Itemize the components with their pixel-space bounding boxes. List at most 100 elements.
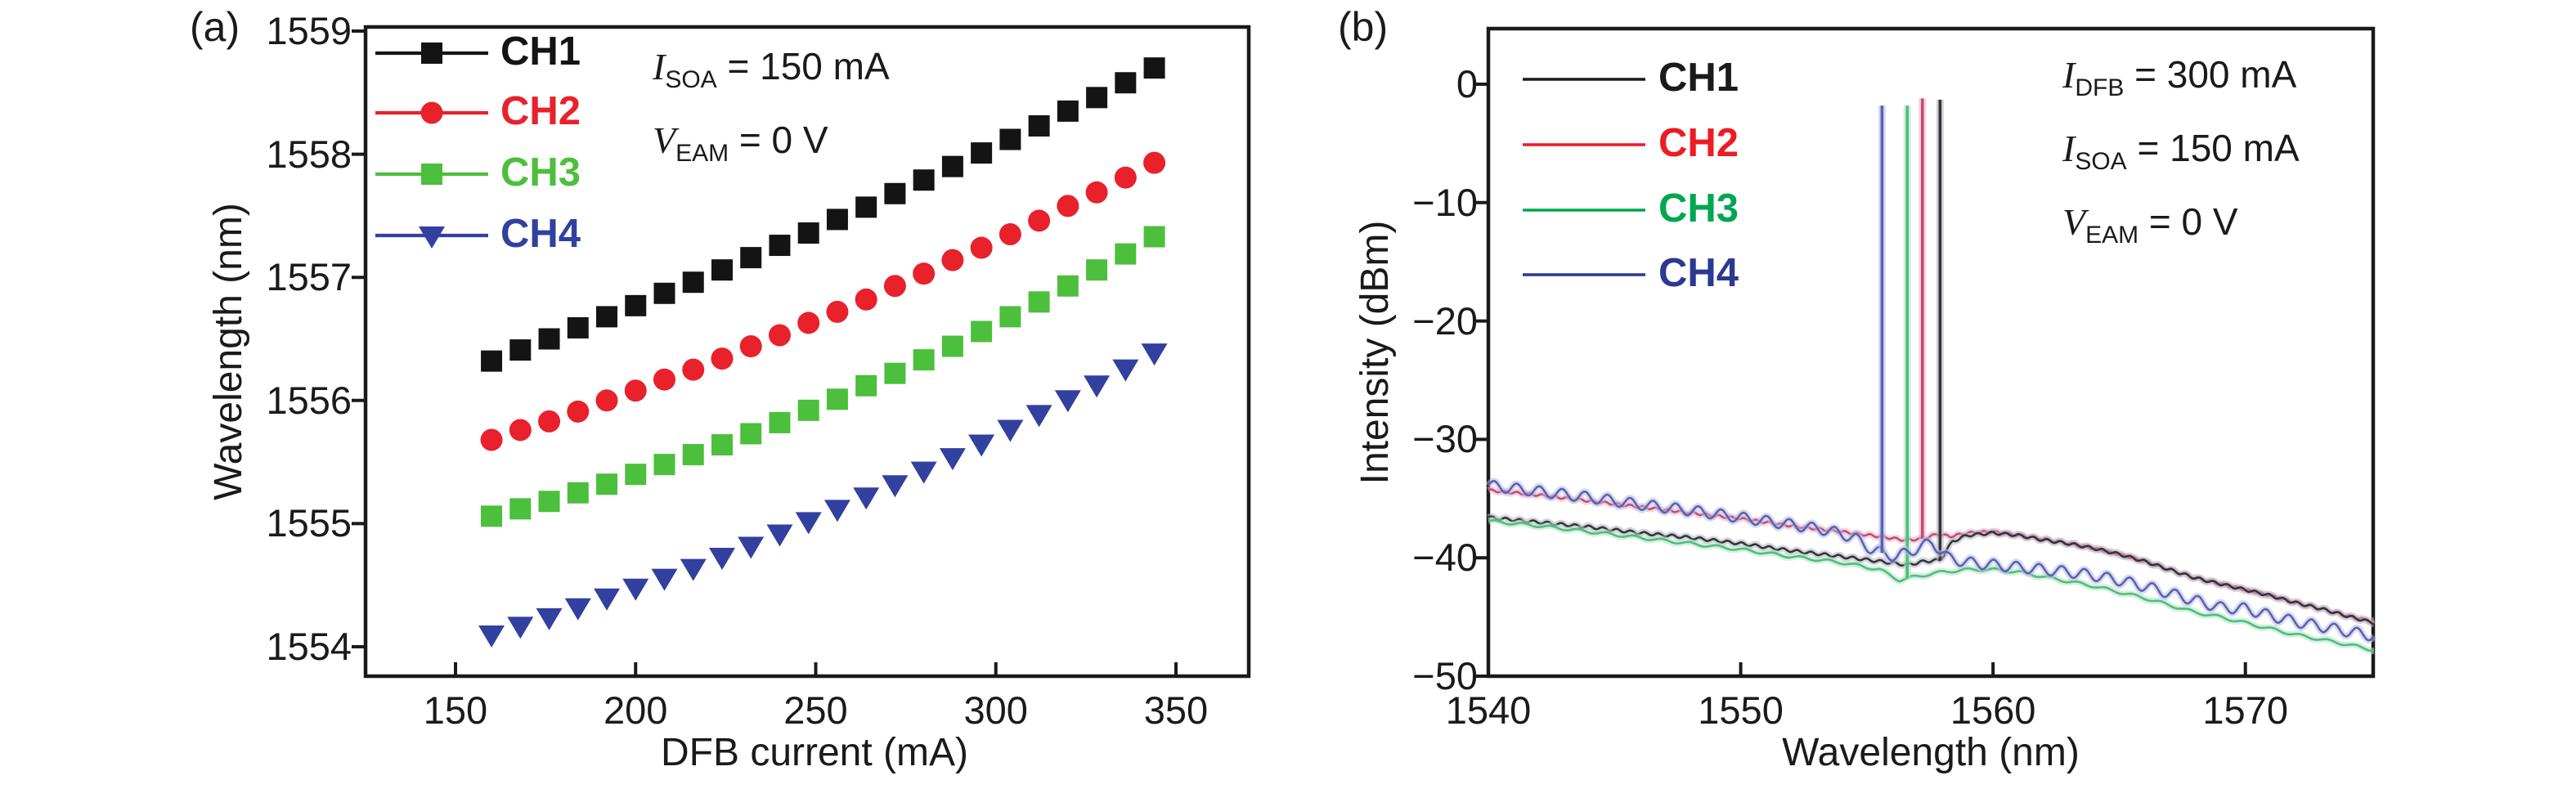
data-point-ch2 xyxy=(567,400,590,423)
y-tick-label-b: −40 xyxy=(1412,536,1478,580)
annotation-part: I xyxy=(653,46,666,87)
data-point-ch4 xyxy=(997,419,1024,442)
annotation-a-veam: VEAM = 0 V xyxy=(653,119,828,174)
annotation-part: DFB xyxy=(2075,74,2125,102)
legend-marker-ch4 xyxy=(419,226,445,249)
legend-item-b-ch3: CH3 xyxy=(1658,186,1739,231)
legend-item-ch2: CH2 xyxy=(500,89,581,133)
data-point-ch2 xyxy=(1114,166,1137,189)
data-point-ch2 xyxy=(999,222,1021,245)
data-point-ch3 xyxy=(481,505,503,527)
data-point-ch2 xyxy=(595,389,618,412)
data-point-ch2 xyxy=(941,249,964,271)
data-point-ch1 xyxy=(971,142,993,164)
data-point-ch2 xyxy=(1057,195,1079,217)
data-point-ch1 xyxy=(509,339,532,361)
annotation-part: = 150 mA xyxy=(2126,127,2300,169)
data-point-ch1 xyxy=(740,247,762,269)
data-point-ch4 xyxy=(536,607,563,630)
x-tick-label-b: 1550 xyxy=(1698,688,1784,732)
data-point-ch3 xyxy=(1143,226,1165,248)
legend-item-ch1: CH1 xyxy=(500,29,581,74)
annotation-part: EAM xyxy=(675,140,729,168)
data-point-ch3 xyxy=(1115,243,1137,265)
y-tick-label-a: 1559 xyxy=(266,9,352,52)
data-point-ch3 xyxy=(971,321,993,343)
annotation-a-isoa: ISOA = 150 mA xyxy=(653,46,890,101)
data-point-ch1 xyxy=(567,316,589,338)
x-tick-label-a: 250 xyxy=(783,688,848,732)
data-point-ch4 xyxy=(708,548,735,571)
data-point-ch3 xyxy=(625,464,647,486)
data-point-ch3 xyxy=(509,498,532,520)
data-point-ch3 xyxy=(653,454,675,476)
data-point-ch2 xyxy=(624,379,647,402)
x-tick-label-a: 300 xyxy=(963,688,1028,732)
data-point-ch4 xyxy=(594,588,621,611)
legend-item-b-ch4: CH4 xyxy=(1658,251,1739,295)
annotation-part: = 0 V xyxy=(729,119,828,161)
y-tick-label-a: 1556 xyxy=(266,378,352,422)
data-point-ch3 xyxy=(913,349,935,371)
data-point-ch1 xyxy=(941,155,963,177)
x-tick-label-a: 150 xyxy=(423,688,488,732)
data-point-ch3 xyxy=(740,423,762,445)
data-point-ch2 xyxy=(913,262,936,285)
data-point-ch4 xyxy=(939,448,966,471)
data-point-ch1 xyxy=(1086,87,1108,109)
data-point-ch1 xyxy=(769,235,791,257)
y-axis-title-b: Intensity (dBm) xyxy=(1353,220,1397,485)
legend-marker-ch3 xyxy=(421,164,442,185)
legend-item-ch4: CH4 xyxy=(500,212,581,256)
data-point-ch1 xyxy=(826,208,848,231)
data-point-ch2 xyxy=(1085,181,1108,204)
data-point-ch3 xyxy=(826,388,848,410)
data-point-ch3 xyxy=(855,374,877,397)
data-point-ch2 xyxy=(855,288,877,311)
data-point-ch2 xyxy=(653,368,675,391)
data-point-ch1 xyxy=(913,169,935,191)
annotation-part: V xyxy=(2062,201,2086,243)
y-tick-label-b: −30 xyxy=(1412,417,1478,461)
annotation-part: = 300 mA xyxy=(2124,53,2297,96)
data-point-ch3 xyxy=(941,335,963,357)
data-point-ch3 xyxy=(1086,259,1108,281)
data-point-ch4 xyxy=(795,512,822,535)
data-point-ch4 xyxy=(853,487,880,510)
data-point-ch1 xyxy=(682,271,704,294)
data-point-ch2 xyxy=(768,324,791,347)
data-point-ch1 xyxy=(596,306,618,328)
data-point-ch3 xyxy=(797,399,819,421)
data-point-ch1 xyxy=(538,328,560,350)
annotation-part: I xyxy=(2062,128,2076,169)
data-point-ch1 xyxy=(884,182,906,204)
annotation-b-veam: VEAM = 0 V xyxy=(2062,201,2238,256)
data-point-ch4 xyxy=(766,524,793,547)
data-point-ch2 xyxy=(480,428,503,451)
annotation-part: SOA xyxy=(2075,148,2127,176)
y-tick-label-b: −20 xyxy=(1412,298,1478,343)
legend-marker-ch2 xyxy=(420,101,443,124)
y-tick-label-b: −50 xyxy=(1412,654,1478,697)
data-point-ch2 xyxy=(970,236,993,259)
data-point-ch4 xyxy=(680,558,707,581)
data-point-ch4 xyxy=(1025,405,1052,428)
data-point-ch2 xyxy=(739,335,762,358)
plot-frame xyxy=(1486,26,2376,679)
legend-item-b-ch1: CH1 xyxy=(1658,56,1739,100)
data-point-ch2 xyxy=(1028,209,1051,232)
y-tick-label-a: 1558 xyxy=(266,132,352,176)
x-tick-label-a: 350 xyxy=(1143,688,1209,732)
data-point-ch1 xyxy=(999,128,1021,150)
annotation-b-idfb: IDFB = 300 mA xyxy=(2062,54,2296,109)
data-point-ch3 xyxy=(999,306,1021,328)
data-point-ch4 xyxy=(882,475,909,498)
data-point-ch2 xyxy=(883,275,906,298)
plot-frame xyxy=(363,25,1251,679)
x-axis-title-a: DFB current (mA) xyxy=(660,731,969,774)
data-point-ch4 xyxy=(1112,359,1139,382)
panel-a-letter: (a) xyxy=(190,4,240,50)
annotation-part: = 150 mA xyxy=(716,45,890,87)
